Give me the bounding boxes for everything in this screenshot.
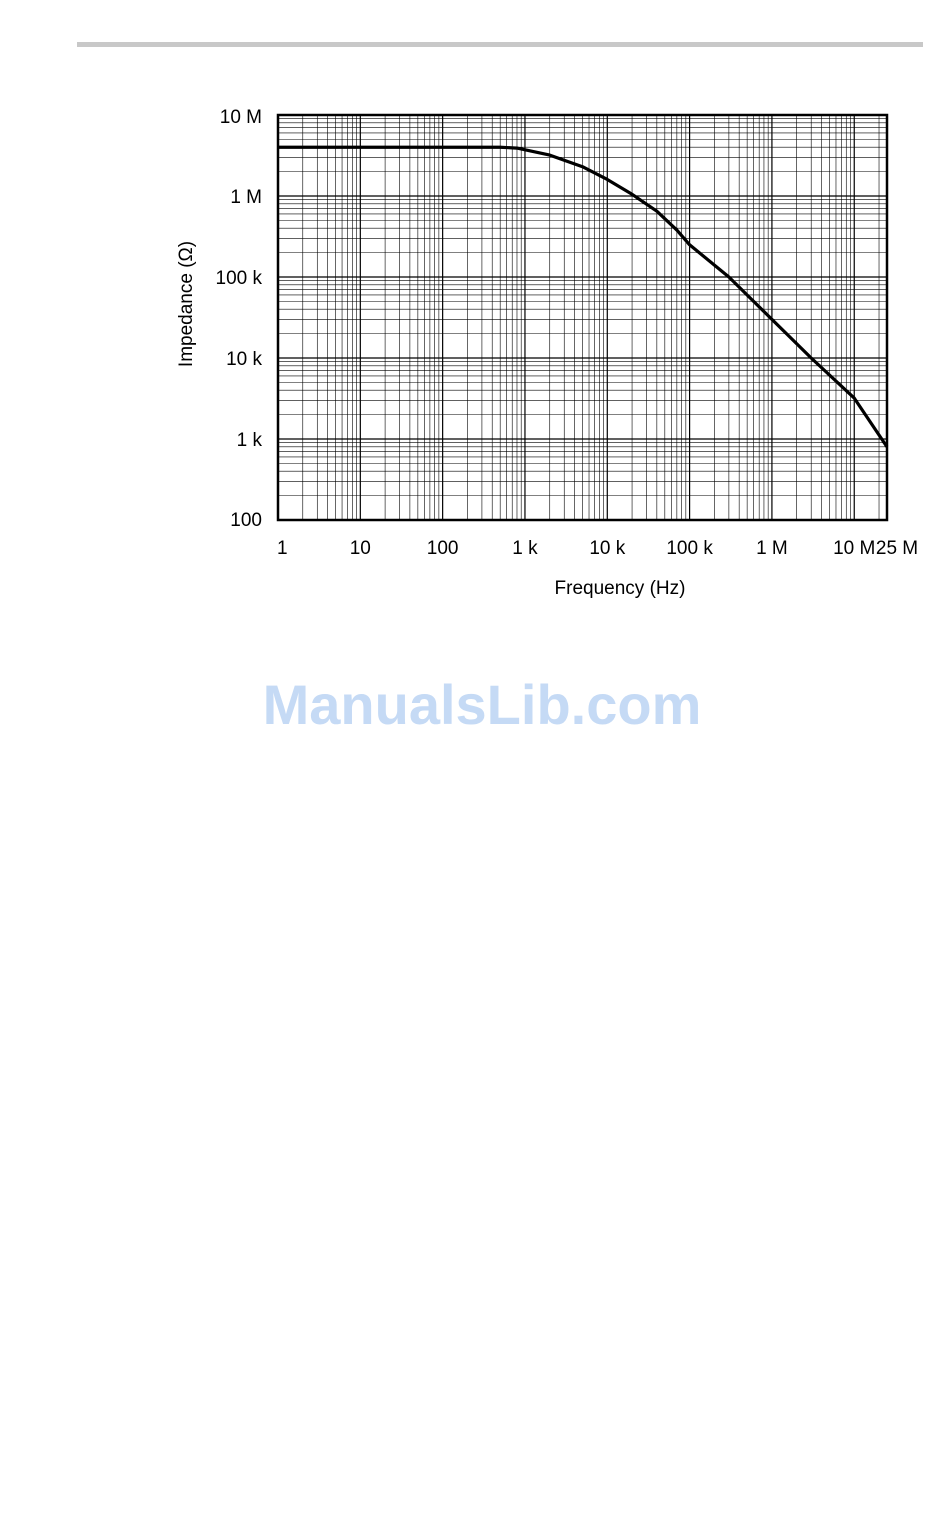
x-axis-title: Frequency (Hz): [555, 578, 686, 599]
impedance-curve: [278, 145, 889, 448]
y-tick-label: 100 k: [216, 268, 263, 289]
x-tick-label: 10 k: [589, 538, 625, 559]
x-tick-label: 100: [427, 538, 459, 559]
x-tick-label: 10 M: [833, 538, 875, 559]
x-tick-labels: 1 10 100 1 k 10 k 100 k 1 M 10 M 25 M: [277, 538, 918, 559]
x-tick-label: 10: [350, 538, 371, 559]
top-rule: [77, 42, 923, 47]
x-tick-label: 25 M: [876, 538, 918, 559]
y-tick-label: 10 k: [226, 349, 262, 370]
chart-grid: [278, 115, 887, 520]
y-tick-label: 10 M: [220, 107, 262, 128]
x-tick-label: 1: [277, 538, 288, 559]
x-tick-label: 1 M: [756, 538, 788, 559]
watermark-text: ManualsLib.com: [262, 673, 702, 736]
x-tick-label: 100 k: [666, 538, 713, 559]
y-tick-label: 1 M: [230, 187, 262, 208]
y-axis-title: Impedance (Ω): [176, 241, 197, 367]
y-tick-labels: 100 1 k 10 k 100 k 1 M 10 M: [216, 107, 263, 531]
x-tick-label: 1 k: [512, 538, 538, 559]
y-tick-label: 1 k: [237, 430, 263, 451]
plot-frame: [276, 113, 889, 522]
y-tick-label: 100: [230, 510, 262, 531]
